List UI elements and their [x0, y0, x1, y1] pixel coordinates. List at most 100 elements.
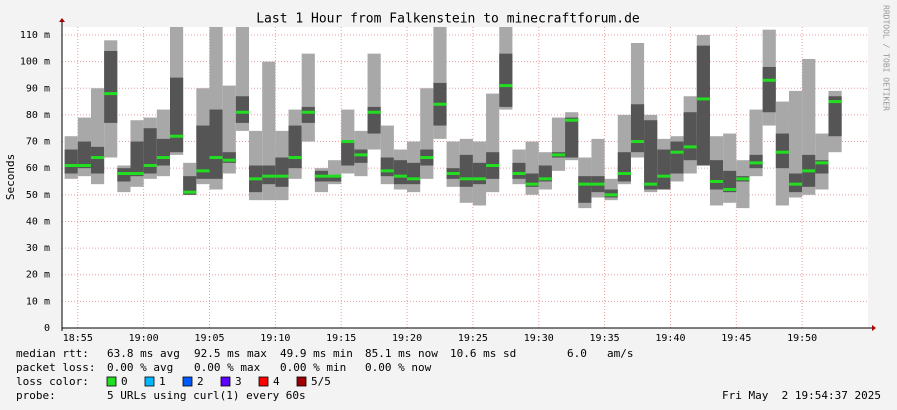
median-mark [314, 174, 329, 178]
smoke-band [328, 176, 342, 182]
median-mark [433, 102, 447, 106]
timestamp: Fri May 2 19:54:37 2025 [722, 389, 881, 402]
y-tick-label: 70 m [26, 137, 50, 148]
smoke-band [275, 157, 289, 187]
median-mark [788, 182, 803, 186]
median-mark [459, 177, 473, 181]
legend-label: 0 [121, 375, 128, 388]
y-tick-label: 0 [44, 323, 50, 334]
smoke-band [64, 149, 78, 174]
median-mark [367, 110, 381, 114]
y-tick-label: 50 m [26, 190, 50, 201]
smoke-band [630, 104, 645, 153]
x-tick-label: 19:00 [129, 333, 159, 344]
median-mark [591, 182, 605, 186]
smoke-band [341, 141, 355, 166]
median-mark [538, 177, 552, 181]
smoke-range [446, 141, 460, 187]
median-mark [288, 156, 302, 160]
median-mark [156, 156, 170, 160]
legend-swatch [220, 376, 231, 387]
smoke-band [104, 50, 118, 123]
median-mark [64, 164, 78, 168]
median-mark [446, 172, 460, 176]
legend-label: 1 [159, 375, 166, 388]
x-tick-label: 19:45 [721, 333, 751, 344]
median-mark [328, 174, 342, 178]
legend-label: 4 [273, 375, 280, 388]
median-mark [380, 169, 394, 173]
stat-label: median rtt: [16, 347, 89, 360]
smoke-band [709, 160, 724, 190]
smoke-band [617, 152, 631, 182]
median-mark [657, 174, 671, 178]
smoke-band [644, 120, 658, 190]
median-mark [407, 177, 421, 181]
stat-value: 63.8 ms avg [107, 347, 180, 360]
median-mark [393, 174, 408, 178]
smoke-band [512, 162, 526, 179]
median-mark [420, 156, 434, 160]
median-mark [143, 164, 157, 168]
probe-label: probe: [16, 389, 56, 402]
smoke-band [657, 149, 671, 190]
median-mark [828, 100, 842, 104]
stat-value: 0.00 % avg [107, 361, 173, 374]
smoke-band [565, 117, 579, 158]
median-mark [196, 169, 210, 173]
median-mark [354, 153, 368, 157]
smoke-range [301, 53, 315, 142]
smoke-band [222, 152, 236, 163]
smoke-band [578, 176, 592, 203]
x-tick-label: 19:15 [326, 333, 356, 344]
x-tick-label: 19:20 [392, 333, 422, 344]
smoke-range [367, 53, 381, 150]
y-axis-label: Seconds [4, 154, 17, 200]
chart-title: Last 1 Hour from Falkenstein to minecraf… [256, 12, 640, 27]
y-tick-label: 80 m [26, 110, 50, 121]
smoke-range [222, 85, 236, 174]
side-label: RRDTOOL / TOBI OETIKER [882, 5, 891, 111]
smoke-band [156, 138, 170, 166]
y-tick-label: 40 m [26, 216, 50, 227]
legend-label: 2 [197, 375, 204, 388]
median-mark [104, 92, 118, 96]
axis-arrow [872, 325, 876, 331]
smoke-range [551, 117, 566, 171]
stat-value: 0.00 % min [280, 361, 346, 374]
median-mark [183, 190, 197, 194]
stat-value: 0.00 % now [365, 361, 432, 374]
median-mark [551, 153, 566, 157]
median-mark [644, 182, 658, 186]
smoke-band [499, 53, 513, 107]
stat-value: 6.0 [567, 347, 587, 360]
smoke-band [828, 96, 842, 137]
median-mark [512, 172, 526, 176]
median-mark [77, 164, 91, 168]
median-mark [341, 140, 355, 144]
smoke-band [393, 160, 408, 185]
median-mark [565, 118, 579, 122]
smoke-band [683, 112, 697, 161]
legend-title: loss color: [16, 375, 89, 388]
smoke-band [459, 154, 473, 187]
y-tick-label: 10 m [26, 296, 50, 307]
y-tick-label: 100 m [20, 57, 50, 68]
smoke-range [788, 90, 803, 198]
median-mark [815, 161, 829, 165]
median-mark [670, 150, 684, 154]
smoke-band [380, 157, 394, 177]
median-mark [499, 84, 513, 88]
median-mark [775, 150, 789, 154]
x-tick-label: 19:25 [458, 333, 488, 344]
smoke-range [723, 133, 737, 203]
smoke-band [670, 141, 684, 174]
smoke-band [235, 96, 250, 123]
median-mark [130, 172, 144, 176]
smoke-band [169, 77, 184, 153]
stat-value: 92.5 ms max [194, 347, 267, 360]
median-mark [222, 158, 236, 162]
median-mark [802, 169, 816, 173]
stat-value: 85.1 ms now [365, 347, 438, 360]
